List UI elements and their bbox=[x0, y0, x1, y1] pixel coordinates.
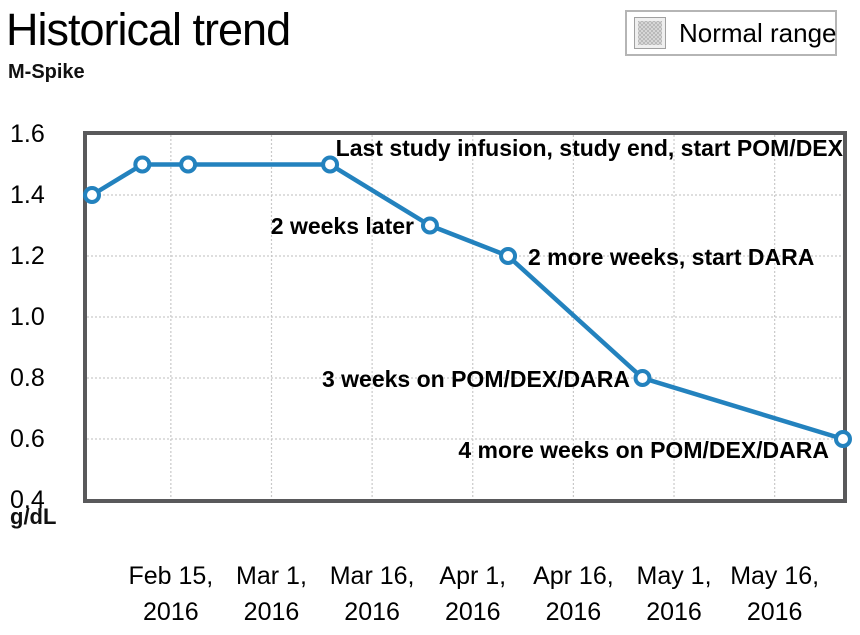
y-axis-unit-label: g/dL bbox=[10, 504, 57, 529]
normal-range-swatch-icon bbox=[634, 17, 666, 49]
normal-range-legend[interactable]: Normal range bbox=[625, 10, 837, 56]
chart-subtitle: M-Spike bbox=[8, 61, 85, 83]
x-tick-label: May 1, bbox=[637, 562, 712, 590]
data-point[interactable] bbox=[133, 155, 152, 174]
data-point[interactable] bbox=[420, 216, 439, 235]
annotation: 2 weeks later bbox=[271, 213, 414, 239]
annotation: 4 more weeks on POM/DEX/DARA bbox=[458, 437, 829, 463]
y-tick-label: 1.2 bbox=[10, 242, 45, 270]
y-tick-label: 0.8 bbox=[10, 364, 45, 392]
data-point[interactable] bbox=[834, 430, 852, 448]
y-tick-label: 1.6 bbox=[10, 120, 45, 148]
annotation: Last study infusion, study end, start PO… bbox=[336, 135, 844, 161]
x-tick-label-year: 2016 bbox=[747, 598, 803, 626]
page-title: Historical trend bbox=[6, 4, 291, 55]
data-point[interactable] bbox=[499, 247, 518, 265]
legend-label: Normal range bbox=[679, 17, 837, 48]
annotation: 3 weeks on POM/DEX/DARA bbox=[322, 366, 630, 392]
y-tick-label: 1.0 bbox=[10, 303, 45, 331]
x-tick-label: Mar 16, bbox=[330, 562, 415, 590]
trend-line bbox=[89, 162, 846, 442]
x-tick-label: Mar 1, bbox=[236, 562, 307, 590]
data-point[interactable] bbox=[321, 155, 340, 174]
x-tick-label-year: 2016 bbox=[244, 598, 300, 626]
x-tick-label-year: 2016 bbox=[546, 598, 602, 626]
x-tick-label: May 16, bbox=[730, 562, 819, 590]
x-tick-label: Apr 16, bbox=[533, 562, 614, 590]
x-tick-label-year: 2016 bbox=[344, 598, 400, 626]
x-tick-label: Apr 1, bbox=[439, 562, 506, 590]
annotation: 2 more weeks, start DARA bbox=[528, 244, 814, 270]
y-tick-label: 0.6 bbox=[10, 425, 45, 453]
data-point[interactable] bbox=[179, 155, 198, 174]
plot-border bbox=[83, 131, 847, 503]
data-point[interactable] bbox=[633, 369, 652, 387]
y-tick-label: 1.4 bbox=[10, 181, 45, 209]
x-tick-label-year: 2016 bbox=[646, 598, 702, 626]
x-tick-label-year: 2016 bbox=[445, 598, 501, 626]
data-point[interactable] bbox=[83, 186, 101, 204]
x-tick-label: Feb 15, bbox=[128, 562, 213, 590]
x-tick-label-year: 2016 bbox=[143, 598, 199, 626]
y-tick-label: 0.4 bbox=[10, 486, 45, 514]
